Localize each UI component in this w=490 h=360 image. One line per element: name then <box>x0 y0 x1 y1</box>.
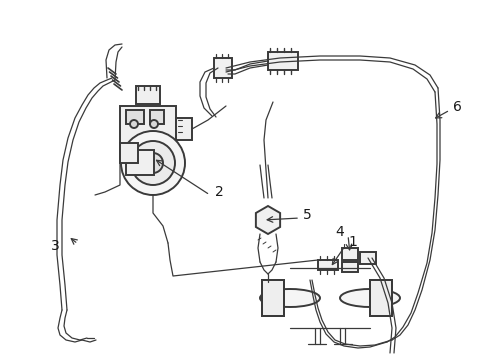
Bar <box>214 58 232 78</box>
Bar <box>318 260 338 270</box>
Bar <box>120 106 176 158</box>
Bar <box>342 248 358 260</box>
Bar <box>360 252 376 264</box>
Bar <box>176 118 192 140</box>
Circle shape <box>150 120 158 128</box>
Bar <box>126 150 154 175</box>
Text: 5: 5 <box>303 208 312 222</box>
Text: 4: 4 <box>335 225 344 239</box>
Circle shape <box>143 153 163 173</box>
Bar <box>370 280 392 316</box>
Text: 6: 6 <box>453 100 462 114</box>
Circle shape <box>130 120 138 128</box>
Bar <box>150 110 164 124</box>
Bar <box>370 280 392 316</box>
Bar <box>136 86 160 104</box>
Bar <box>120 143 138 163</box>
Text: 2: 2 <box>215 185 224 199</box>
Polygon shape <box>256 206 280 234</box>
Circle shape <box>131 141 175 185</box>
Bar <box>262 280 284 316</box>
Text: 1: 1 <box>348 235 357 249</box>
Ellipse shape <box>340 289 400 307</box>
Bar <box>262 280 284 316</box>
Text: 3: 3 <box>50 239 59 253</box>
Bar <box>342 262 358 272</box>
Ellipse shape <box>260 289 320 307</box>
Circle shape <box>121 131 185 195</box>
Bar <box>126 110 144 124</box>
Bar <box>268 52 298 70</box>
